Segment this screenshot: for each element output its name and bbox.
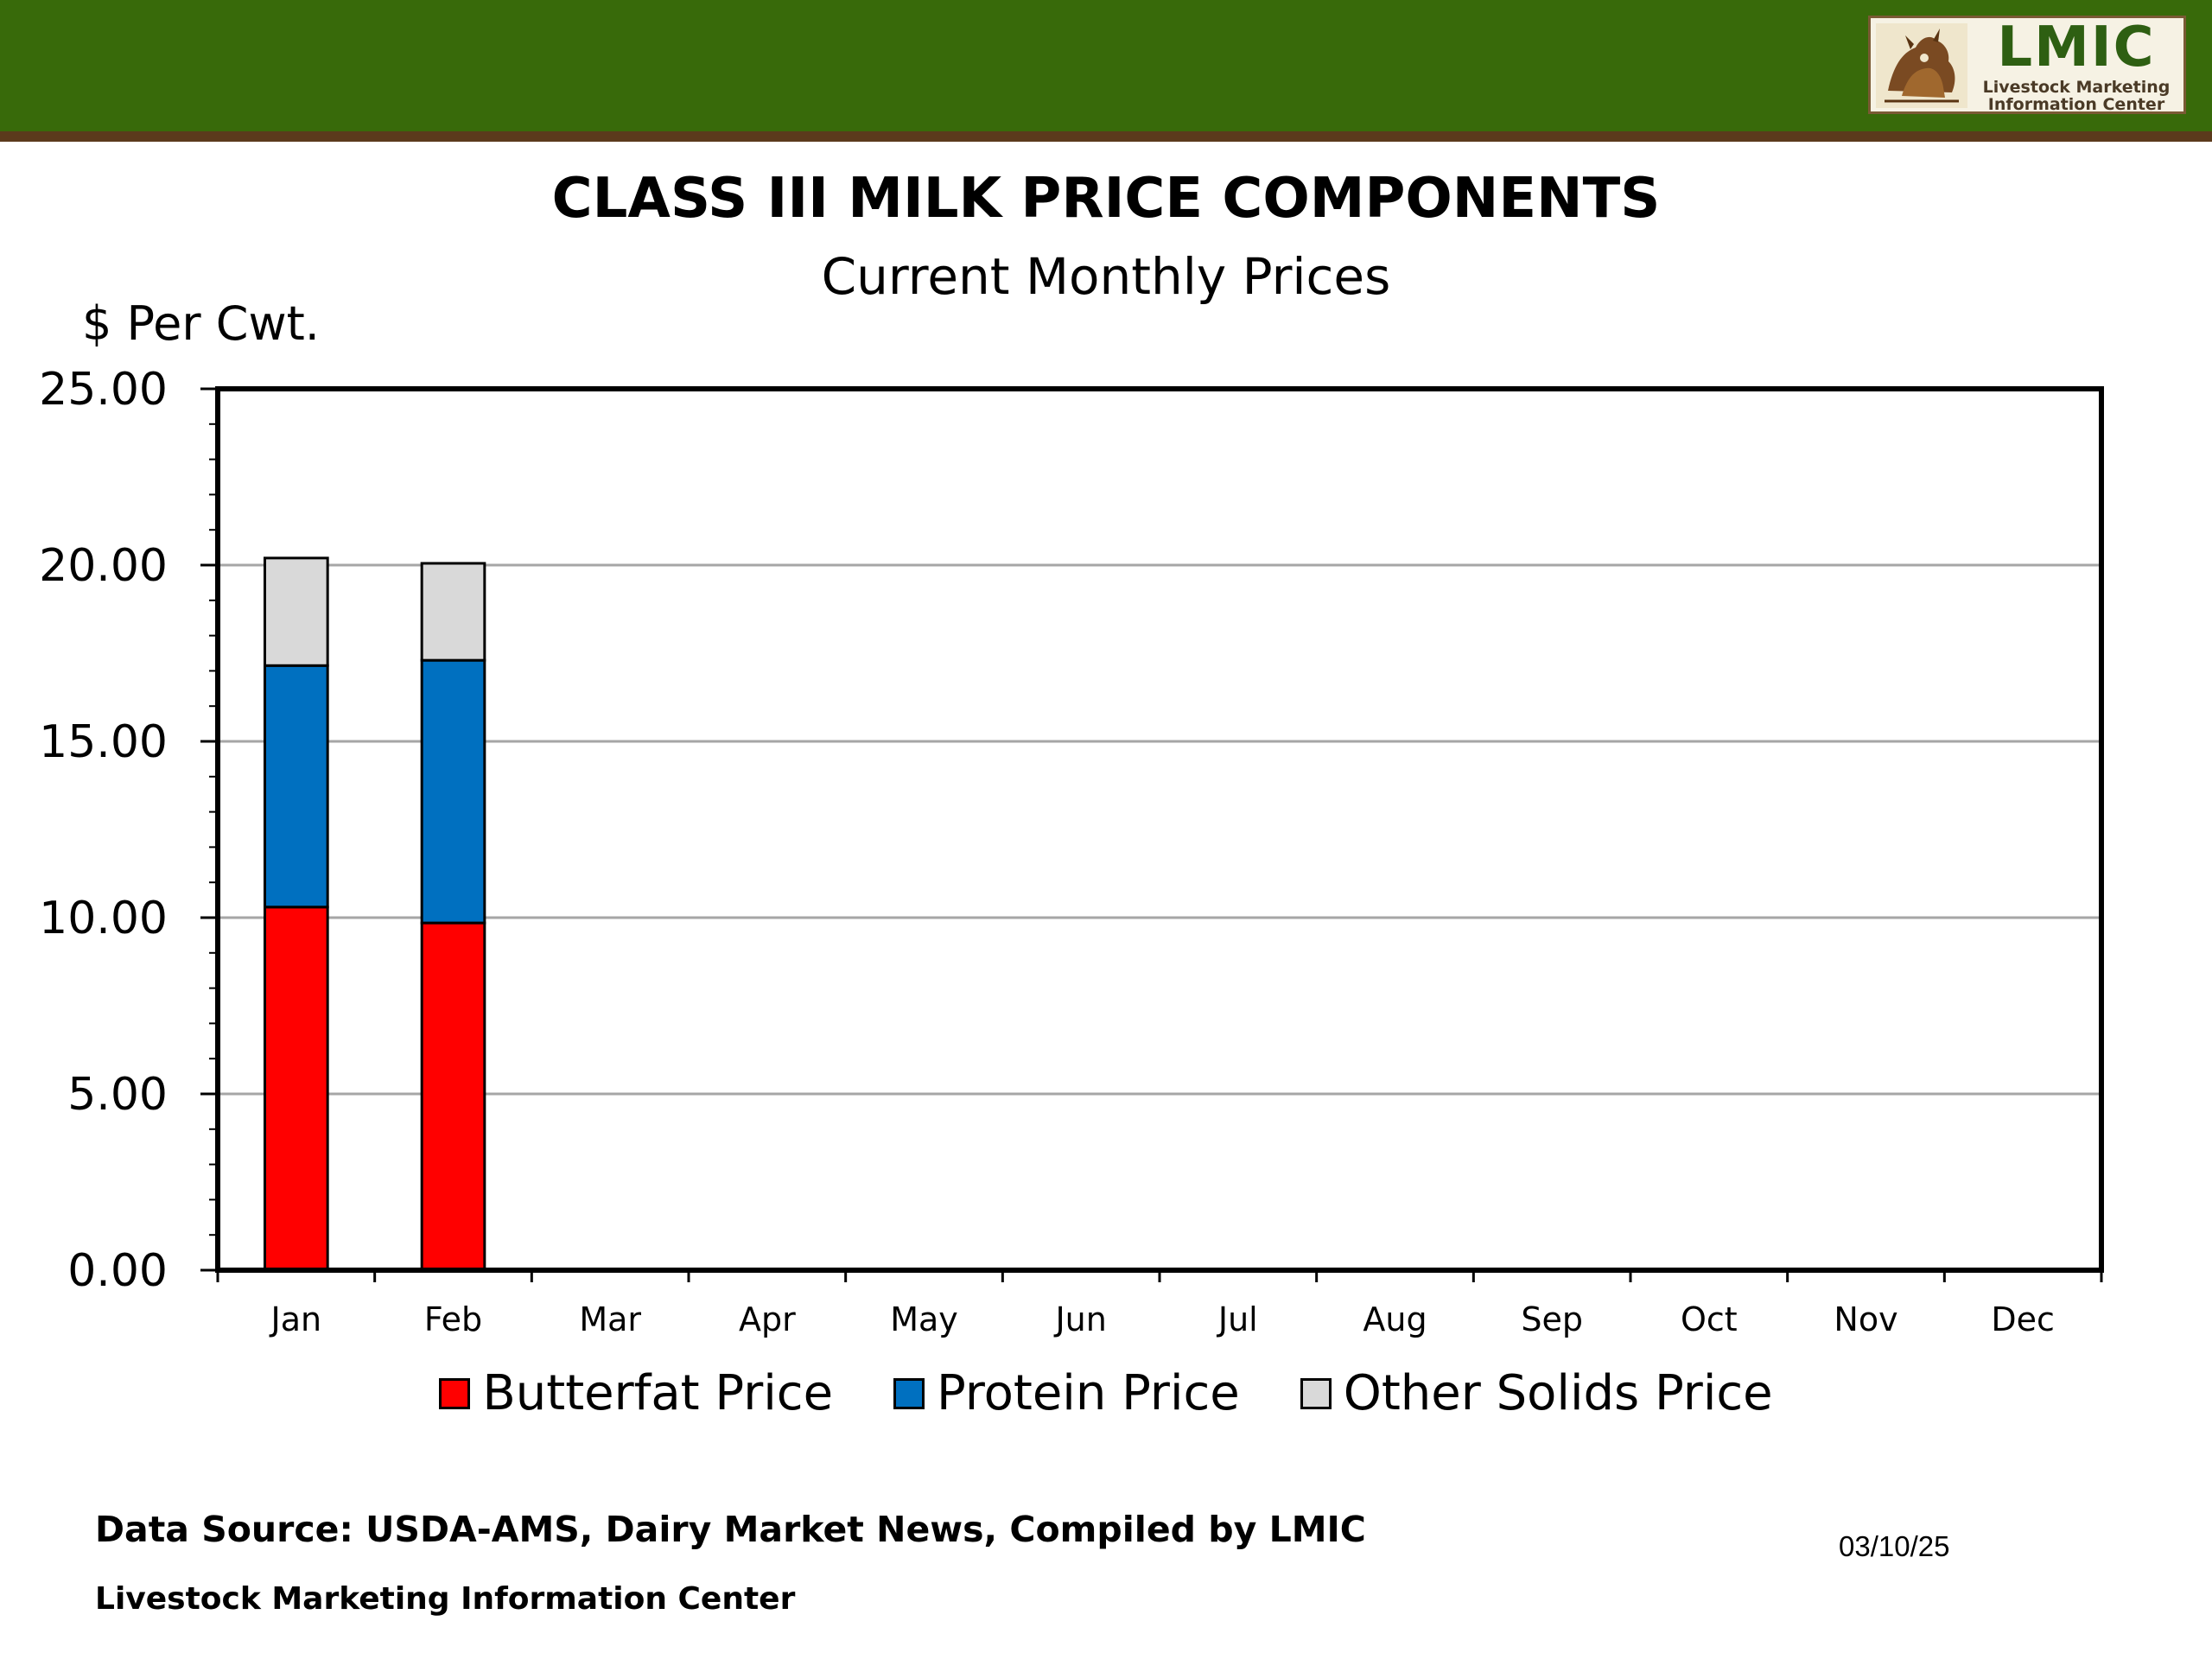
header-stripe <box>0 131 2212 142</box>
legend-label: Protein Price <box>937 1365 1240 1421</box>
x-tick-label: Mar <box>579 1300 641 1338</box>
bar-segment <box>264 906 329 1272</box>
bar-segment <box>420 562 486 662</box>
x-tick-label: Dec <box>1991 1300 2055 1338</box>
x-tick-label: Aug <box>1363 1300 1427 1338</box>
lmic-logo: LMIC Livestock Marketing Information Cen… <box>1868 16 2186 114</box>
chart-subtitle: Current Monthly Prices <box>821 247 1391 306</box>
organization-name: Livestock Marketing Information Center <box>95 1581 796 1617</box>
legend-item: Protein Price <box>893 1363 1240 1424</box>
cattle-emblem-icon <box>1876 23 1967 108</box>
y-tick-label: 5.00 <box>67 1069 168 1121</box>
y-tick-label: 20.00 <box>39 540 168 592</box>
x-tick-label: May <box>890 1300 958 1338</box>
plot-frame <box>215 386 2104 1273</box>
x-tick-label: Apr <box>739 1300 796 1338</box>
legend-item: Butterfat Price <box>439 1363 833 1424</box>
y-tick-label: 25.00 <box>39 364 168 416</box>
bar-segment <box>264 556 329 667</box>
bar-segment <box>420 658 486 925</box>
bar-segment <box>264 664 329 909</box>
data-source-note: Data Source: USDA-AMS, Dairy Market News… <box>95 1509 1366 1550</box>
x-tick-label: Feb <box>424 1300 482 1338</box>
legend-label: Other Solids Price <box>1343 1365 1773 1421</box>
legend-swatch <box>1300 1378 1332 1409</box>
y-tick-label: 15.00 <box>39 716 168 768</box>
plot-area <box>218 389 2101 1270</box>
logo-tagline-line-1: Livestock Marketing <box>1982 78 2171 97</box>
x-tick-label: Jan <box>270 1300 322 1338</box>
legend-item: Other Solids Price <box>1300 1363 1773 1424</box>
logo-tagline: Livestock Marketing Information Center <box>1973 79 2180 113</box>
logo-tagline-line-2: Information Center <box>1987 95 2165 114</box>
x-tick-label: Jul <box>1217 1300 1258 1338</box>
chart-legend: Butterfat Price Protein Price Other Solids… <box>0 1361 2212 1427</box>
header-banner <box>0 0 2212 131</box>
chart-title: CLASS III MILK PRICE COMPONENTS <box>551 167 1661 231</box>
y-tick-label: 10.00 <box>39 893 168 944</box>
y-tick-label: 0.00 <box>67 1245 168 1297</box>
x-tick-label: Oct <box>1681 1300 1738 1338</box>
y-axis-label: $ Per Cwt. <box>82 296 320 351</box>
legend-swatch <box>439 1378 471 1409</box>
x-tick-label: Nov <box>1834 1300 1897 1338</box>
bar-segment <box>420 921 486 1272</box>
logo-wordmark: LMIC <box>1997 16 2156 79</box>
legend-label: Butterfat Price <box>482 1365 834 1421</box>
publish-date: 03/10/25 <box>1839 1530 1950 1562</box>
x-tick-label: Sep <box>1521 1300 1583 1338</box>
legend-swatch <box>893 1378 925 1409</box>
x-tick-label: Jun <box>1053 1300 1106 1338</box>
